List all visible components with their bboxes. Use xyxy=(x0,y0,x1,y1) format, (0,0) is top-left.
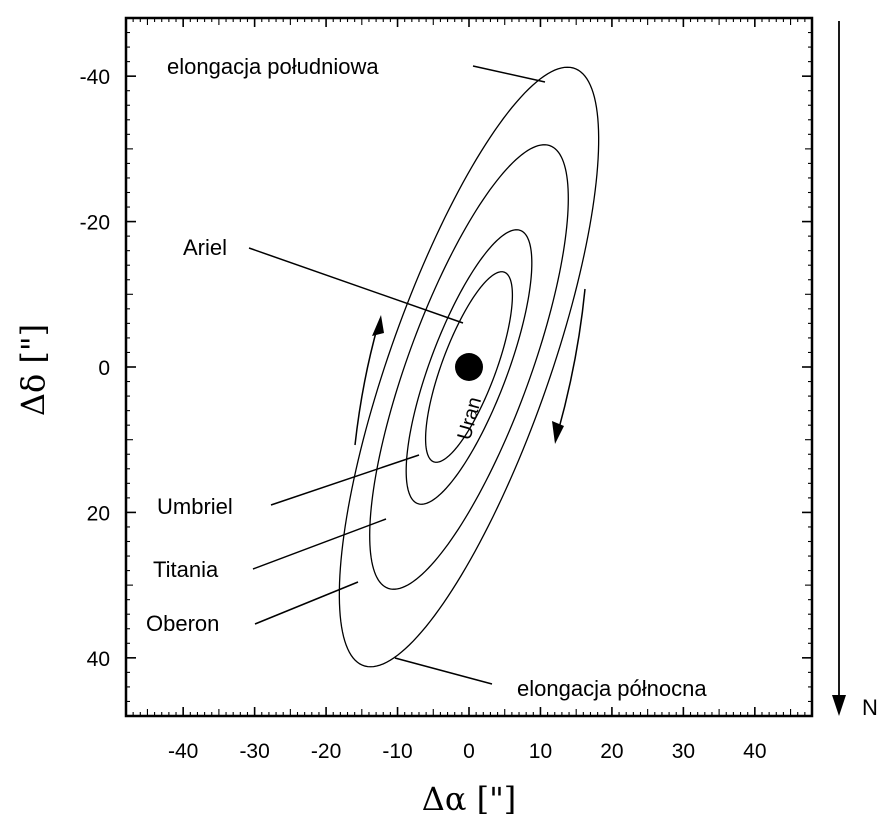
x-tick-label: 10 xyxy=(529,740,552,763)
orbit-oberon xyxy=(338,66,600,668)
motion-arrow-right xyxy=(557,288,586,433)
y-tick-label: 0 xyxy=(98,357,110,380)
orbit-umbriel xyxy=(405,229,533,505)
x-tick-label: -30 xyxy=(239,740,269,763)
north-label: N xyxy=(862,695,878,720)
motion-arrow-left xyxy=(354,324,379,446)
y-tick-label: -40 xyxy=(80,66,110,89)
leader-umbriel xyxy=(270,454,420,506)
motion-arrows xyxy=(354,288,586,446)
tick-labels: -40 -30 -20 -10 0 10 20 30 40 -40 -20 0 20 40 xyxy=(80,66,767,763)
leader-elongacja-poludniowa xyxy=(472,65,546,83)
label-ariel: Ariel xyxy=(183,235,227,260)
orbit-ariel xyxy=(424,271,514,463)
x-tick-label: 40 xyxy=(743,740,766,763)
leader-ariel xyxy=(248,247,464,324)
leader-titania xyxy=(252,518,387,570)
label-titania: Titania xyxy=(153,557,219,582)
x-tick-label: 20 xyxy=(600,740,623,763)
y-tick-label: 40 xyxy=(87,648,110,671)
y-tick-label: 20 xyxy=(87,502,110,525)
x-tick-label: 30 xyxy=(672,740,695,763)
x-tick-label: -40 xyxy=(168,740,198,763)
motion-arrow-left-head xyxy=(372,315,384,336)
label-elongacja-poludniowa: elongacja południowa xyxy=(167,54,379,79)
label-umbriel: Umbriel xyxy=(157,494,233,519)
label-elongacja-polnocna: elongacja północna xyxy=(517,676,707,701)
x-tick-label: 0 xyxy=(463,740,475,763)
motion-arrow-right-head xyxy=(552,421,564,444)
x-axis-title: Δα ["] xyxy=(422,780,517,818)
plot-frame xyxy=(124,16,814,718)
y-axis-title: Δδ ["] xyxy=(14,324,52,416)
leader-oberon xyxy=(254,581,359,625)
y-tick-label: -20 xyxy=(80,212,110,235)
label-oberon: Oberon xyxy=(146,611,219,636)
x-tick-label: -10 xyxy=(382,740,412,763)
x-tick-label: -20 xyxy=(311,740,341,763)
north-arrow-head xyxy=(832,695,846,716)
planet-marker xyxy=(455,353,483,381)
leader-elongacja-polnocna xyxy=(394,657,493,685)
leader-lines xyxy=(248,65,546,685)
